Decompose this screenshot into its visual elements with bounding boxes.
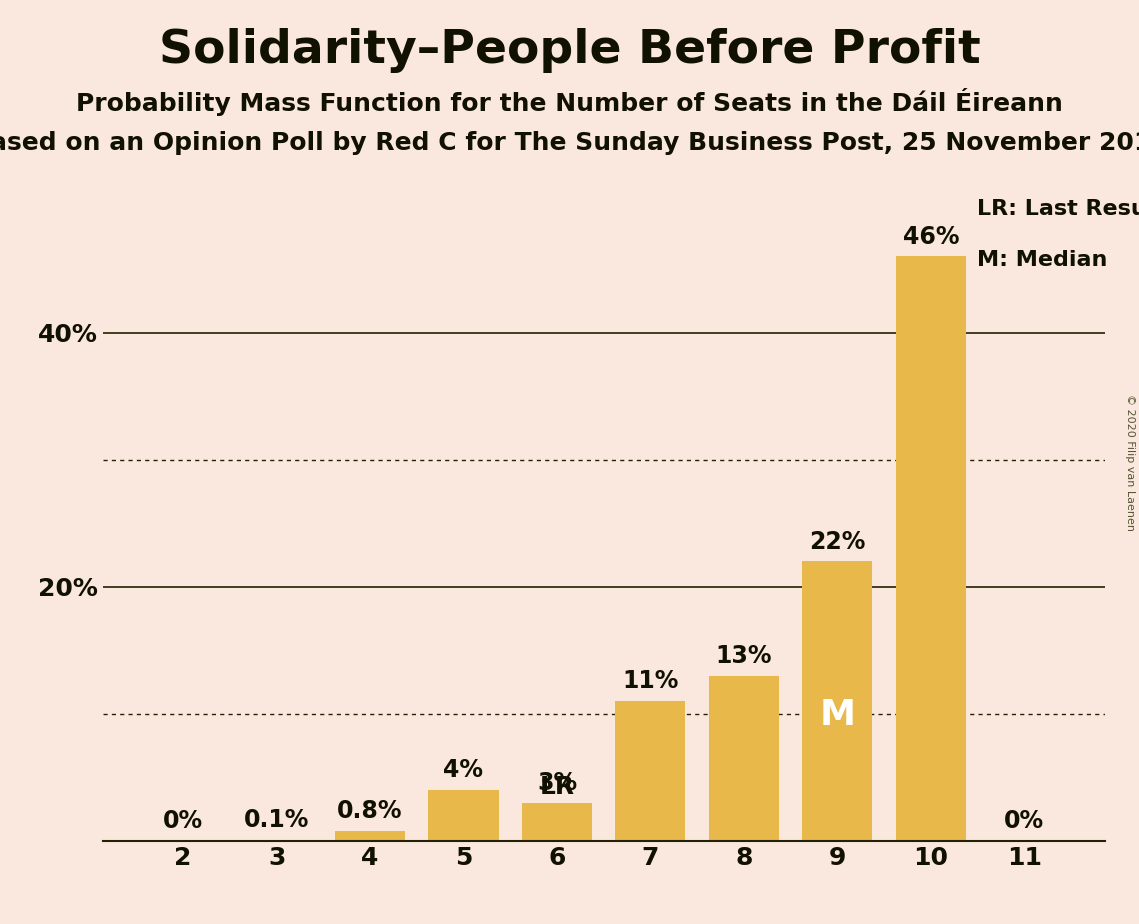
Text: Solidarity–People Before Profit: Solidarity–People Before Profit bbox=[158, 28, 981, 73]
Text: 0%: 0% bbox=[163, 809, 203, 833]
Text: 11%: 11% bbox=[622, 670, 679, 693]
Bar bbox=[241, 840, 312, 841]
Text: M: Median: M: Median bbox=[977, 250, 1108, 270]
Text: 0%: 0% bbox=[1005, 809, 1044, 833]
Bar bbox=[895, 256, 966, 841]
Bar bbox=[335, 831, 405, 841]
Text: 4%: 4% bbox=[443, 759, 483, 783]
Text: 22%: 22% bbox=[809, 529, 866, 553]
Text: © 2020 Filip van Laenen: © 2020 Filip van Laenen bbox=[1125, 394, 1134, 530]
Bar bbox=[708, 675, 779, 841]
Bar bbox=[615, 701, 686, 841]
Text: Based on an Opinion Poll by Red C for The Sunday Business Post, 25 November 2016: Based on an Opinion Poll by Red C for Th… bbox=[0, 131, 1139, 155]
Text: 0.1%: 0.1% bbox=[244, 808, 310, 832]
Text: 3%: 3% bbox=[536, 772, 577, 795]
Text: 0.8%: 0.8% bbox=[337, 799, 403, 823]
Bar bbox=[802, 561, 872, 841]
Text: 13%: 13% bbox=[715, 644, 772, 668]
Text: Probability Mass Function for the Number of Seats in the Dáil Éireann: Probability Mass Function for the Number… bbox=[76, 88, 1063, 116]
Bar bbox=[428, 790, 499, 841]
Text: LR: LR bbox=[540, 775, 574, 799]
Text: LR: Last Result: LR: Last Result bbox=[977, 200, 1139, 219]
Bar bbox=[522, 803, 592, 841]
Text: 46%: 46% bbox=[902, 225, 959, 249]
Text: M: M bbox=[819, 698, 855, 732]
